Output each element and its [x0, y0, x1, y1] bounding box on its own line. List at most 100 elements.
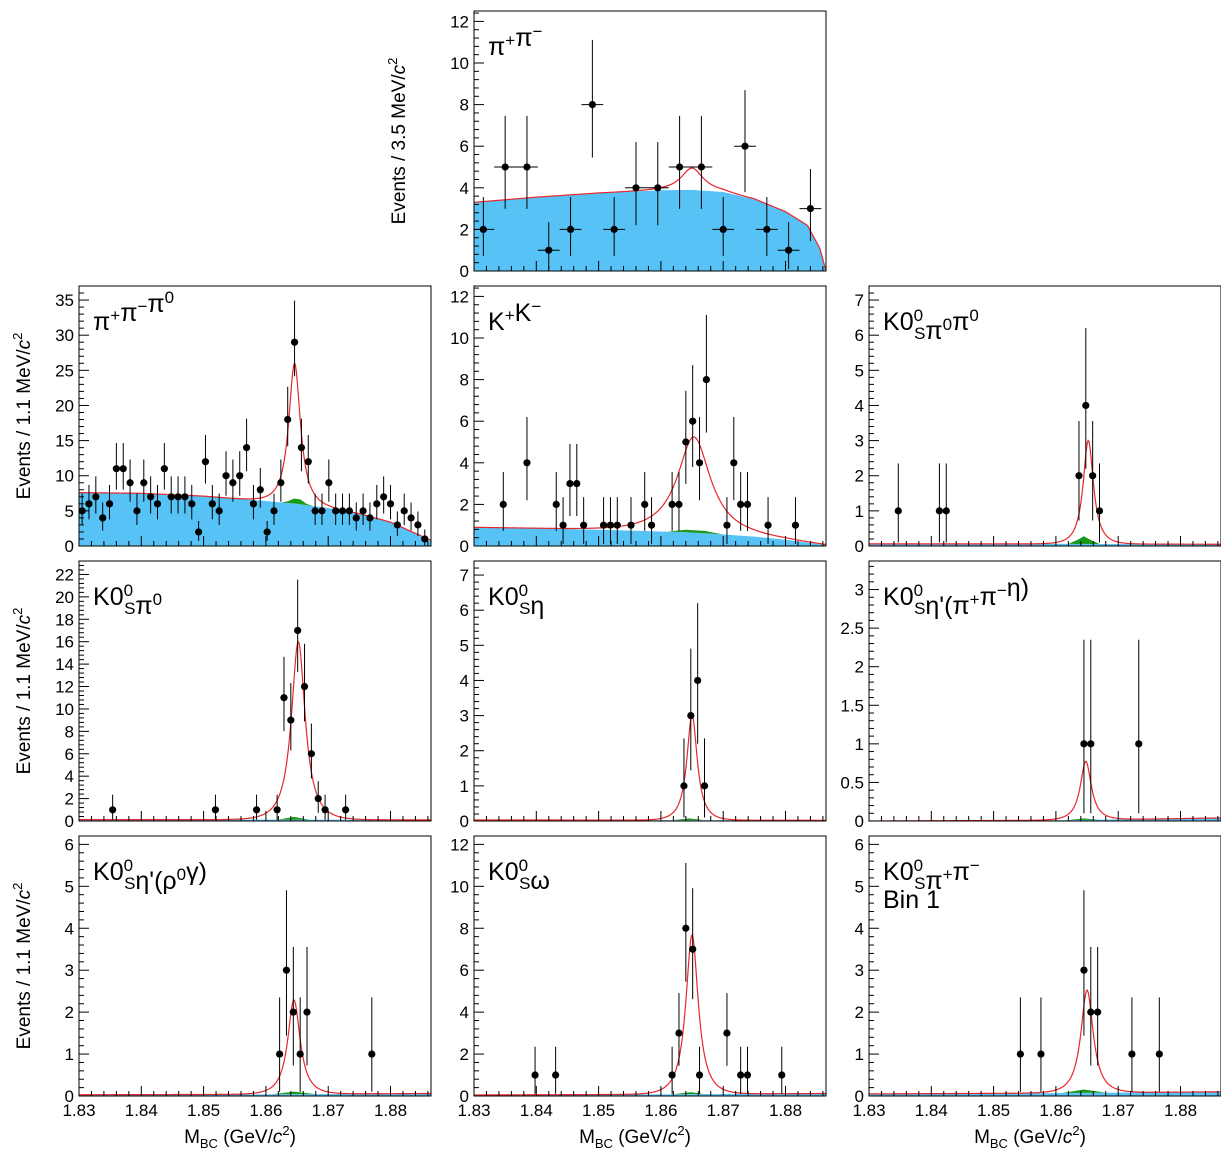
data-point	[680, 738, 687, 817]
y-tick-label: 1	[65, 1045, 74, 1064]
data-marker	[308, 750, 315, 757]
data-marker	[1075, 472, 1082, 479]
data-point	[315, 781, 322, 813]
data-marker	[284, 416, 291, 423]
data-marker	[195, 528, 202, 535]
data-marker	[287, 717, 294, 724]
y-tick-label: 4	[855, 919, 864, 938]
y-tick-label: 2	[855, 467, 864, 486]
data-marker	[339, 507, 346, 514]
data-point	[387, 485, 394, 519]
plot-area	[472, 40, 826, 271]
data-marker	[552, 1071, 559, 1078]
y-tick-label: 35	[55, 291, 74, 310]
fit-curve	[79, 1000, 431, 1095]
y-tick-label: 2	[855, 1003, 864, 1022]
y-tick-label: 12	[450, 835, 469, 854]
data-marker	[611, 226, 618, 233]
data-marker	[785, 247, 792, 254]
data-marker	[566, 480, 573, 487]
data-marker	[85, 500, 92, 507]
x-tick-label: 1.88	[374, 1101, 407, 1120]
plot-area	[869, 640, 1221, 821]
data-marker	[243, 444, 250, 451]
data-marker	[188, 500, 195, 507]
data-marker	[280, 694, 287, 701]
y-tick-label: 0.5	[840, 773, 864, 792]
data-marker	[1037, 1050, 1044, 1057]
data-marker	[936, 507, 943, 514]
data-marker	[147, 493, 154, 500]
data-marker	[689, 418, 696, 425]
data-point	[380, 476, 387, 513]
panel-pipi: 024681012π+π−Events / 3.5 MeV/c2	[385, 11, 826, 281]
data-point	[523, 417, 530, 500]
data-marker	[687, 712, 694, 719]
data-marker	[502, 163, 509, 170]
y-tick-label: 2	[460, 495, 469, 514]
data-marker	[1094, 1009, 1101, 1016]
panel-ksbin1: 0 1 2 3 4 5 6 1.83 1.84 1.85 1.86 1.87 1.88 K00 Sπ+π−B…	[852, 835, 1221, 1150]
data-point	[687, 649, 694, 771]
panel-ksomega: 0 2 4 6 8 10 12 1.83 1.84 1.85 1.86 1.87 1.88 K00 Sω MB…	[450, 835, 826, 1150]
y-axis-label: Events / 1.1 MeV/c2	[10, 608, 35, 775]
data-marker	[589, 101, 596, 108]
data-marker	[140, 479, 147, 486]
data-marker	[744, 501, 751, 508]
y-tick-label: 30	[55, 326, 74, 345]
data-point	[895, 463, 902, 542]
data-marker	[277, 479, 284, 486]
plot-area	[79, 301, 431, 546]
y-tick-label: 1	[855, 735, 864, 754]
data-marker	[694, 677, 701, 684]
y-tick-label: 5	[855, 877, 864, 896]
data-point	[1089, 421, 1096, 520]
y-tick-label: 8	[460, 919, 469, 938]
panel-kspi0: 0246810121416182022K00 Sπ0Events / 1.1 Me…	[10, 561, 431, 831]
data-marker	[332, 507, 339, 514]
y-tick-label: 5	[855, 361, 864, 380]
data-point	[1080, 640, 1087, 814]
data-point	[581, 40, 603, 158]
data-marker	[723, 522, 730, 529]
data-marker	[895, 507, 902, 514]
data-point	[236, 451, 243, 495]
data-point	[1082, 328, 1089, 469]
y-tick-label: 10	[55, 700, 74, 719]
data-marker	[421, 535, 428, 542]
data-marker	[274, 806, 281, 813]
data-marker	[1135, 740, 1142, 747]
x-tick-label: 1.85	[187, 1101, 220, 1120]
data-marker	[387, 500, 394, 507]
channel-label: K00 Sω	[488, 856, 550, 895]
x-axis-label: MBC (GeV/c2)	[184, 1123, 296, 1150]
y-tick-label: 4	[855, 396, 864, 415]
data-marker	[696, 1071, 703, 1078]
data-marker	[778, 1071, 785, 1078]
channel-label: K00 Sπ0	[93, 581, 162, 620]
y-tick-label: 8	[460, 371, 469, 390]
data-point	[298, 419, 305, 472]
data-point	[1156, 997, 1163, 1091]
data-point	[792, 497, 799, 544]
data-point	[553, 472, 560, 531]
plot-area	[474, 603, 826, 821]
y-tick-label: 3	[65, 961, 74, 980]
panel-kk: 024681012K+K−	[450, 286, 826, 556]
data-marker	[291, 339, 298, 346]
y-tick-label: 4	[460, 454, 469, 473]
y-tick-label: 3	[855, 581, 864, 600]
data-point	[734, 90, 756, 192]
data-point	[342, 795, 349, 820]
data-point	[243, 419, 250, 472]
y-axis-label: Events / 3.5 MeV/c2	[385, 58, 410, 225]
data-marker	[325, 479, 332, 486]
data-marker	[301, 683, 308, 690]
data-marker	[1080, 967, 1087, 974]
data-marker	[366, 514, 373, 521]
fit-curve	[79, 642, 431, 820]
channel-label: π+π−π0	[93, 288, 174, 336]
data-marker	[342, 806, 349, 813]
data-marker	[318, 507, 325, 514]
